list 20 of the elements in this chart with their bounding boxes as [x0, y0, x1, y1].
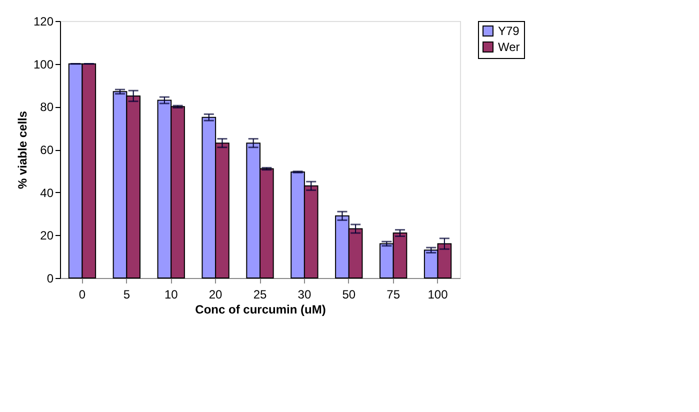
x-tick-label: 0	[78, 288, 86, 302]
x-tick-label: 75	[386, 288, 400, 302]
x-axis-title: Conc of curcumin (uM)	[195, 302, 326, 316]
x-tick-label: 10	[164, 288, 178, 302]
legend-label: Wer	[498, 40, 520, 54]
y-tick-label: 100	[33, 57, 54, 72]
y-tick-label: 80	[40, 100, 54, 114]
x-tick-label: 5	[123, 288, 130, 302]
x-tick-label: 25	[253, 288, 267, 302]
y-axis-title: % viable cells	[15, 110, 30, 190]
y-tick-label: 60	[40, 143, 54, 157]
legend-label: Y79	[498, 24, 520, 38]
y-tick-label: 20	[40, 228, 54, 243]
x-tick-label: 50	[342, 288, 356, 302]
x-tick-label: 30	[298, 288, 312, 302]
x-tick-label: 20	[208, 288, 223, 302]
x-tick-label: 100	[428, 288, 448, 302]
y-tick-label: 40	[40, 186, 54, 200]
y-tick-label: 120	[33, 14, 54, 28]
y-tick-label: 0	[46, 272, 54, 286]
